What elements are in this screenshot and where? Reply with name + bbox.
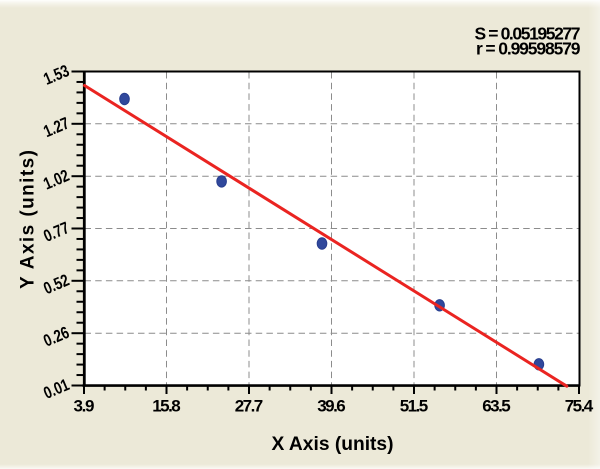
svg-text:63.5: 63.5 (482, 397, 511, 416)
svg-text:75.4: 75.4 (565, 397, 594, 416)
svg-text:3.9: 3.9 (74, 397, 95, 416)
svg-text:Y Axis (units): Y Axis (units) (18, 150, 39, 289)
svg-text:51.5: 51.5 (400, 397, 429, 416)
svg-text:X Axis (units): X Axis (units) (272, 433, 394, 455)
svg-text:27.7: 27.7 (235, 397, 264, 416)
svg-text:39.6: 39.6 (317, 397, 346, 416)
svg-text:S = 0.05195277: S = 0.05195277 (475, 23, 581, 43)
svg-text:15.8: 15.8 (152, 397, 181, 416)
svg-text:r = 0.99598579: r = 0.99598579 (476, 38, 581, 58)
